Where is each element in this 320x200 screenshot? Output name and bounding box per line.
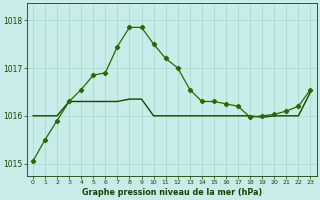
X-axis label: Graphe pression niveau de la mer (hPa): Graphe pression niveau de la mer (hPa) <box>82 188 262 197</box>
